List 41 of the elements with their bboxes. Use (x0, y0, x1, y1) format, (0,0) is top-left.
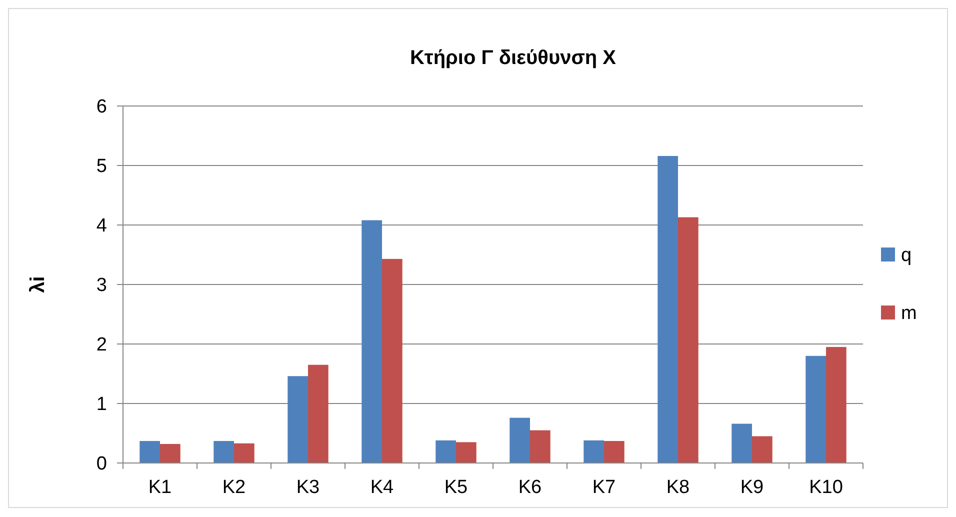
y-tick-label: 2 (96, 334, 107, 356)
x-tick-label: K8 (666, 477, 690, 498)
bar (604, 440, 624, 463)
x-tick-label: K6 (518, 477, 542, 498)
legend-label: q (901, 245, 912, 266)
x-tick-label: K7 (592, 477, 616, 498)
x-tick-label: K3 (296, 477, 320, 498)
bar (362, 220, 382, 463)
bar (530, 430, 550, 463)
y-axis-title: λi (27, 276, 49, 293)
x-tick-label: K5 (444, 477, 468, 498)
y-tick-label: 3 (96, 275, 107, 296)
bar (382, 258, 402, 463)
y-tick-label: 4 (96, 216, 108, 237)
bar (456, 442, 476, 463)
bar (584, 440, 604, 463)
y-tick-label: 1 (96, 394, 107, 416)
bar (752, 436, 772, 463)
bar (288, 376, 308, 463)
bar (678, 217, 698, 463)
bar (308, 364, 328, 463)
bar (234, 443, 254, 463)
chart-title: Κτήριο Γ διεύθυνση Χ (410, 47, 617, 69)
y-tick-label: 6 (96, 96, 107, 118)
bar (436, 440, 456, 463)
bar (732, 424, 752, 463)
y-tick-label: 0 (96, 454, 107, 475)
bar (806, 356, 826, 463)
bar (658, 156, 678, 463)
legend-label: m (901, 303, 917, 324)
bar (160, 444, 180, 463)
y-tick-label: 5 (96, 156, 107, 178)
bar (140, 440, 160, 463)
x-tick-label: K1 (148, 477, 172, 498)
bar (826, 346, 846, 463)
x-tick-label: K4 (370, 477, 394, 498)
bar (510, 418, 530, 463)
bar (214, 440, 234, 463)
x-tick-label: K2 (222, 477, 246, 498)
x-tick-label: K9 (740, 477, 764, 498)
x-tick-label: K10 (809, 477, 843, 498)
